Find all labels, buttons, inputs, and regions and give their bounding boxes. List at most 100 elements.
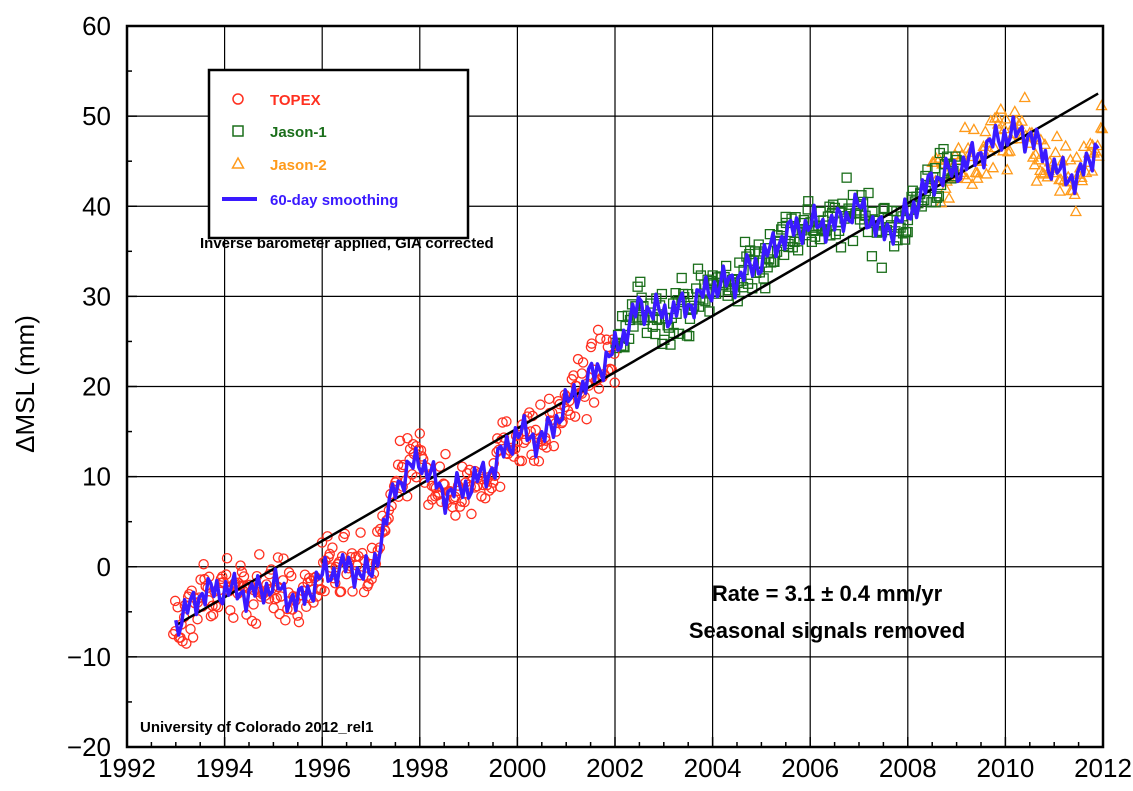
topex-point bbox=[528, 455, 540, 466]
jason2-point bbox=[1001, 163, 1014, 175]
topex-point bbox=[235, 560, 246, 571]
legend-marker-topex bbox=[232, 93, 244, 105]
topex-point bbox=[543, 393, 555, 405]
jason1-point bbox=[707, 270, 718, 281]
topex-point bbox=[268, 602, 279, 614]
jason1-point bbox=[641, 327, 653, 339]
topex-point bbox=[601, 334, 612, 345]
jason2-point bbox=[942, 191, 956, 203]
topex-point bbox=[484, 485, 495, 496]
topex-point bbox=[501, 416, 512, 427]
topex-point bbox=[576, 368, 588, 379]
topex-point bbox=[411, 472, 422, 483]
rate-annotation: Rate = 3.1 ± 0.4 mm/yr bbox=[712, 581, 943, 606]
topex-point bbox=[228, 612, 239, 623]
y-tick-labels: −20 −10 0 10 20 30 40 50 60 bbox=[67, 11, 111, 762]
topex-point bbox=[269, 593, 281, 605]
x-tick-label: 2006 bbox=[781, 753, 839, 783]
topex-point bbox=[332, 559, 343, 570]
topex-point bbox=[303, 572, 315, 584]
jason2-point bbox=[991, 117, 1005, 129]
topex-point bbox=[423, 499, 434, 511]
jason1-point bbox=[841, 172, 852, 183]
jason2-point bbox=[960, 172, 973, 184]
jason2-point bbox=[986, 161, 1000, 173]
jason1-point bbox=[806, 236, 817, 248]
topex-point bbox=[205, 610, 217, 622]
jason2-point bbox=[1095, 99, 1108, 111]
topex-point bbox=[516, 455, 528, 467]
topex-point bbox=[187, 632, 199, 643]
y-tick-label: −20 bbox=[67, 732, 111, 762]
topex-point bbox=[533, 456, 545, 467]
topex-point bbox=[419, 477, 431, 488]
topex-point bbox=[181, 638, 192, 649]
jason2-point bbox=[980, 167, 993, 179]
jason1-point bbox=[635, 276, 646, 287]
topex-point bbox=[254, 549, 265, 560]
jason2-point bbox=[1018, 91, 1031, 103]
topex-point bbox=[497, 417, 508, 428]
topex-point bbox=[414, 428, 426, 439]
jason2-point bbox=[1059, 139, 1072, 151]
topex-point bbox=[548, 440, 560, 452]
topex-point bbox=[248, 599, 259, 610]
jason1-point bbox=[792, 245, 804, 256]
topex-point bbox=[335, 586, 347, 597]
topex-point bbox=[581, 413, 592, 425]
credit-annotation: University of Colorado 2012_rel1 bbox=[140, 719, 373, 736]
jason1-point bbox=[758, 273, 769, 284]
topex-point bbox=[272, 552, 284, 563]
jason2-point bbox=[1084, 137, 1097, 149]
jason2-point bbox=[1015, 114, 1029, 126]
legend-label-smoothing: 60-day smoothing bbox=[270, 192, 398, 209]
jason2-point bbox=[971, 171, 984, 183]
topex-point bbox=[459, 496, 470, 508]
jason1-point bbox=[704, 306, 715, 317]
topex-point bbox=[250, 618, 262, 629]
jason2-point bbox=[1076, 174, 1089, 186]
jason1-point bbox=[879, 202, 890, 214]
topex-point bbox=[293, 616, 305, 628]
x-tick-label: 2008 bbox=[879, 753, 937, 783]
jason2-point bbox=[966, 177, 979, 189]
jason2-series bbox=[926, 91, 1109, 217]
legend-marker-jason1 bbox=[232, 125, 244, 137]
smoothing-line bbox=[174, 115, 1100, 637]
jason2-point bbox=[1070, 150, 1083, 162]
jason2-point bbox=[1054, 173, 1067, 184]
x-tick-label: 2000 bbox=[488, 753, 546, 783]
jason1-point bbox=[847, 235, 859, 247]
jason2-point bbox=[994, 102, 1007, 114]
topex-point bbox=[588, 397, 600, 408]
legend-label-jason2: Jason-2 bbox=[270, 157, 327, 174]
topex-point bbox=[530, 424, 541, 436]
legend-marker-jason2 bbox=[231, 156, 245, 169]
y-tick-label: 30 bbox=[82, 281, 111, 311]
jason2-point bbox=[1003, 144, 1016, 156]
topex-point bbox=[456, 461, 468, 472]
legend-label-jason1: Jason-1 bbox=[270, 124, 327, 141]
topex-point bbox=[292, 610, 303, 621]
x-tick-label: 2010 bbox=[976, 753, 1034, 783]
x-tick-label: 1998 bbox=[391, 753, 449, 783]
jason2-point bbox=[1092, 149, 1105, 161]
topex-point bbox=[450, 510, 461, 521]
jason1-point bbox=[732, 296, 743, 307]
jason1-point bbox=[650, 328, 661, 340]
jason1-point bbox=[753, 239, 764, 250]
jason2-point bbox=[1030, 174, 1043, 186]
jason2-point bbox=[949, 148, 962, 160]
topex-point bbox=[586, 338, 597, 349]
topex-point bbox=[280, 615, 291, 626]
topex-point bbox=[593, 383, 605, 394]
legend-box bbox=[207, 68, 470, 240]
topex-point bbox=[466, 508, 477, 520]
y-tick-label: 10 bbox=[82, 462, 111, 492]
topex-point bbox=[358, 586, 370, 598]
jason1-point bbox=[863, 187, 874, 199]
jason1-point bbox=[902, 226, 913, 238]
topex-point bbox=[327, 542, 338, 553]
topex-point bbox=[518, 437, 530, 449]
